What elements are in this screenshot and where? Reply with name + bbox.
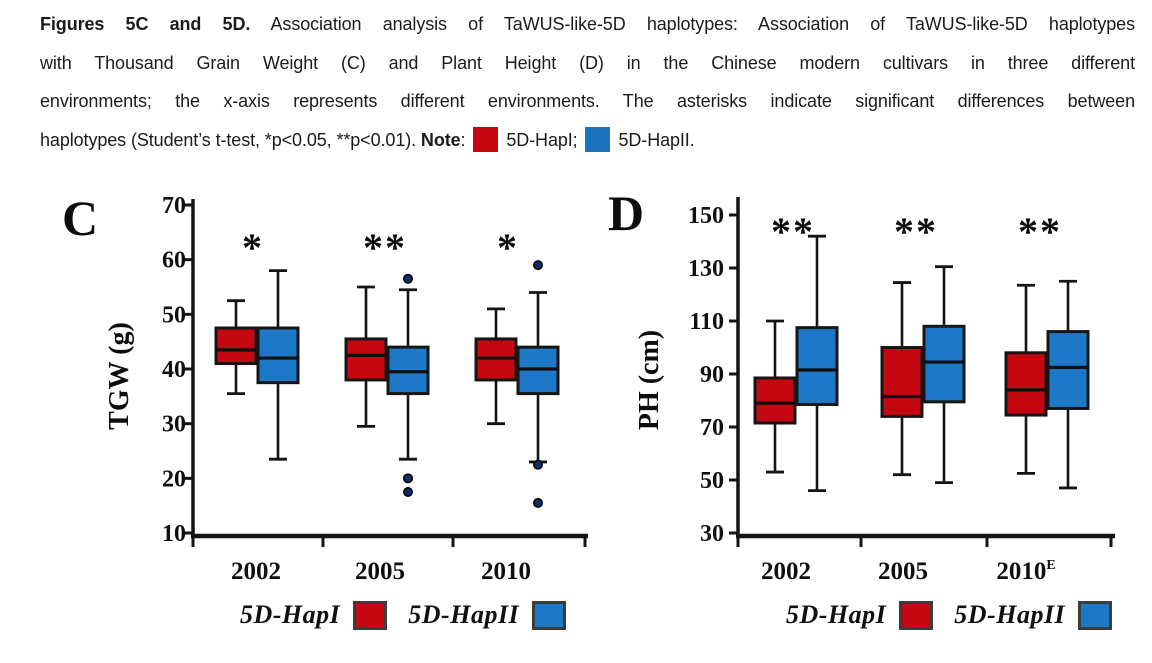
y-tick-label: 40 [162, 357, 186, 383]
legend-label-5D-HapI: 5D-HapI [786, 600, 887, 629]
outlier-5D-HapII-2010 [532, 260, 543, 271]
x-tick-label: 2005 [878, 558, 928, 585]
y-tick-label: 30 [162, 412, 186, 438]
hapII-swatch-icon [585, 126, 611, 152]
box-5D-HapII-2010 [1046, 330, 1090, 410]
outlier-5D-HapII-2005 [402, 486, 413, 497]
x-tick-label: 2010E [996, 558, 1055, 585]
x-tick-label: 2002 [231, 558, 281, 585]
outlier-5D-HapII-2010 [532, 459, 543, 470]
y-tick-label: 20 [162, 466, 186, 492]
figure-caption: Figures 5C and 5D. Association analysis … [40, 5, 1135, 159]
caption-text: haplotypes (Student’s t-test, *p<0.05, *… [40, 129, 421, 150]
significance-marker: * [242, 225, 264, 270]
caption-text: environments; the x-axis represents diff… [40, 91, 1135, 111]
chart-d: 30 50 70 90 110 130 150 2002 2005 2010E D PH (cm) **… [608, 185, 1115, 585]
y-tick-label: 130 [688, 256, 724, 282]
legend-swatch-5D-HapI-icon [899, 600, 934, 630]
x-tick-label: 2005 [355, 558, 405, 585]
legend-label-5D-HapII: 5D-HapII [408, 600, 520, 629]
y-tick-label: 50 [162, 302, 186, 328]
caption-line: Figures 5C and 5D. Association analysis … [40, 5, 1135, 44]
caption-text: 5D-HapII. [618, 129, 695, 150]
significance-marker: ** [363, 225, 407, 270]
significance-marker: ** [771, 209, 815, 254]
box-5D-HapI-2002 [753, 376, 797, 425]
y-tick-label: 70 [162, 193, 186, 219]
significance-marker: ** [1018, 209, 1062, 254]
y-tick-label: 60 [162, 248, 186, 274]
box-5D-HapI-2005 [880, 346, 924, 418]
y-tick-label: 110 [689, 309, 724, 335]
y-tick-label: 70 [700, 415, 724, 441]
panel-label-c: C [62, 190, 98, 246]
y-tick-label: 150 [688, 203, 724, 229]
box-5D-HapII-2002 [795, 326, 839, 406]
box-5D-HapI-2002 [214, 326, 258, 366]
y-axis-title: TGW (g) [104, 322, 135, 430]
legend-swatch-5D-HapII-icon [532, 600, 567, 630]
caption-text: 5D-HapI; [506, 129, 583, 150]
chart-c-legend: 5D-HapI 5D-HapII [240, 600, 567, 630]
y-tick-label: 50 [700, 468, 724, 494]
panel-label-d: D [608, 185, 644, 241]
caption-line: haplotypes (Student’s t-test, *p<0.05, *… [40, 121, 1135, 160]
y-tick-label: 90 [700, 362, 724, 388]
caption-text: Figures 5C and 5D. [40, 14, 251, 34]
caption-text: : [460, 129, 471, 150]
box-5D-HapII-2002 [256, 326, 300, 385]
outlier-5D-HapII-2010 [532, 497, 543, 508]
box-5D-HapII-2005 [922, 324, 966, 404]
caption-text: Association analysis of TaWUS-like-5D ha… [250, 14, 1136, 34]
y-tick-label: 30 [700, 521, 724, 547]
y-axis-title: PH (cm) [634, 330, 665, 430]
caption-line: environments; the x-axis represents diff… [40, 82, 1135, 121]
caption-line: with Thousand Grain Weight (C) and Plant… [40, 44, 1135, 83]
legend-swatch-5D-HapII-icon [1078, 600, 1113, 630]
chart-d-legend: 5D-HapI 5D-HapII [786, 600, 1113, 630]
outlier-5D-HapII-2005 [402, 473, 413, 484]
legend-label-5D-HapI: 5D-HapI [240, 600, 341, 629]
y-tick-label: 10 [162, 521, 186, 547]
significance-marker: * [497, 225, 519, 270]
x-tick-label: 2010 [481, 558, 531, 585]
outlier-5D-HapII-2005 [402, 273, 413, 284]
significance-marker: ** [894, 209, 938, 254]
hapI-swatch-icon [473, 126, 499, 152]
caption-text: with Thousand Grain Weight (C) and Plant… [40, 52, 1135, 73]
caption-text: Note [420, 129, 461, 150]
box-5D-HapI-2005 [344, 337, 388, 382]
legend-swatch-5D-HapI-icon [353, 600, 388, 630]
box-5D-HapI-2010 [1004, 351, 1048, 417]
x-tick-label: 2002 [761, 558, 811, 585]
legend-label-5D-HapII: 5D-HapII [954, 600, 1066, 629]
